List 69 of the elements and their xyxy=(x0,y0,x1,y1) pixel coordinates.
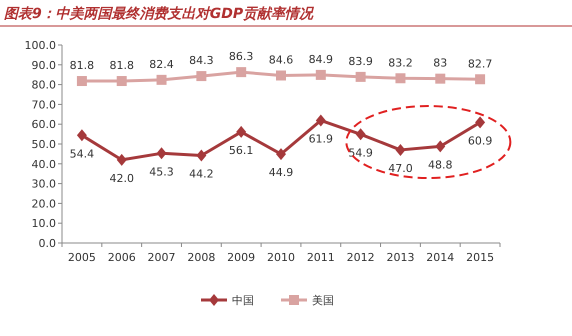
y-tick-label: 10.0 xyxy=(32,217,56,230)
data-label: 84.3 xyxy=(189,54,214,68)
data-label: 84.6 xyxy=(268,53,294,66)
data-label: 54.4 xyxy=(70,147,94,160)
data-label: 81.8 xyxy=(70,59,94,72)
point xyxy=(435,140,446,152)
data-label: 44.2 xyxy=(189,167,214,180)
point xyxy=(356,128,366,140)
data-label: 86.3 xyxy=(228,50,254,64)
point xyxy=(276,148,286,160)
point xyxy=(395,144,406,156)
y-tick-label: 0.0 xyxy=(38,237,56,250)
x-tick-label: 2008 xyxy=(187,251,216,264)
data-label: 54.9 xyxy=(348,146,373,160)
x-tick-label: 2009 xyxy=(227,251,256,264)
point xyxy=(76,76,87,86)
point xyxy=(356,72,366,82)
x-tick-label: 2005 xyxy=(68,251,96,264)
y-tick-label: 70.0 xyxy=(32,98,56,112)
y-tick-label: 50.0 xyxy=(32,138,56,151)
data-label: 60.9 xyxy=(468,134,492,148)
chart-title: 图表9：中美两国最终消费支出对GDP贡献率情况 xyxy=(4,5,316,22)
data-label: 81.8 xyxy=(109,59,134,72)
y-tick-label: 40.0 xyxy=(32,158,56,171)
data-label: 45.3 xyxy=(149,165,174,178)
data-label: 82.7 xyxy=(468,57,492,70)
x-tick-label: 2014 xyxy=(426,251,454,264)
point xyxy=(76,129,87,142)
data-label: 84.9 xyxy=(308,52,334,66)
x-tick-label: 2015 xyxy=(466,251,494,264)
point xyxy=(156,74,167,85)
point xyxy=(276,70,286,80)
data-label: 83 xyxy=(433,56,448,70)
point xyxy=(156,147,167,160)
x-tick-label: 2012 xyxy=(346,251,375,264)
y-tick-label: 80.0 xyxy=(32,78,56,92)
point xyxy=(395,73,406,84)
data-label: 82.4 xyxy=(149,58,174,71)
x-tick-label: 2006 xyxy=(108,251,136,264)
data-label: 48.8 xyxy=(428,158,453,172)
data-label: 42.0 xyxy=(109,172,134,185)
y-tick-label: 30.0 xyxy=(32,178,56,191)
point xyxy=(116,154,127,166)
data-label: 56.1 xyxy=(228,144,254,157)
y-tick-label: 90.0 xyxy=(32,58,56,72)
data-label: 47.0 xyxy=(388,162,413,175)
point xyxy=(196,149,206,162)
x-tick-label: 2011 xyxy=(306,251,335,264)
point xyxy=(116,76,127,86)
data-label: 44.9 xyxy=(268,166,294,180)
x-tick-label: 2013 xyxy=(386,251,414,264)
point xyxy=(316,70,326,80)
x-tick-label: 2010 xyxy=(267,251,295,264)
data-label: 83.9 xyxy=(348,54,373,68)
y-tick-label: 60.0 xyxy=(32,118,56,132)
x-tick-label: 2007 xyxy=(148,251,176,264)
point xyxy=(475,116,486,128)
y-tick-label: 100.0 xyxy=(24,39,56,52)
data-label: 61.9 xyxy=(308,132,334,146)
y-tick-label: 20.0 xyxy=(32,197,56,210)
point xyxy=(475,74,486,84)
data-label: 83.2 xyxy=(388,56,413,70)
point xyxy=(196,71,206,82)
legend-label: 中国 xyxy=(232,294,254,307)
point xyxy=(236,67,246,78)
point xyxy=(316,114,326,126)
point xyxy=(435,74,446,84)
point xyxy=(236,126,246,138)
legend-label: 美国 xyxy=(312,294,334,307)
